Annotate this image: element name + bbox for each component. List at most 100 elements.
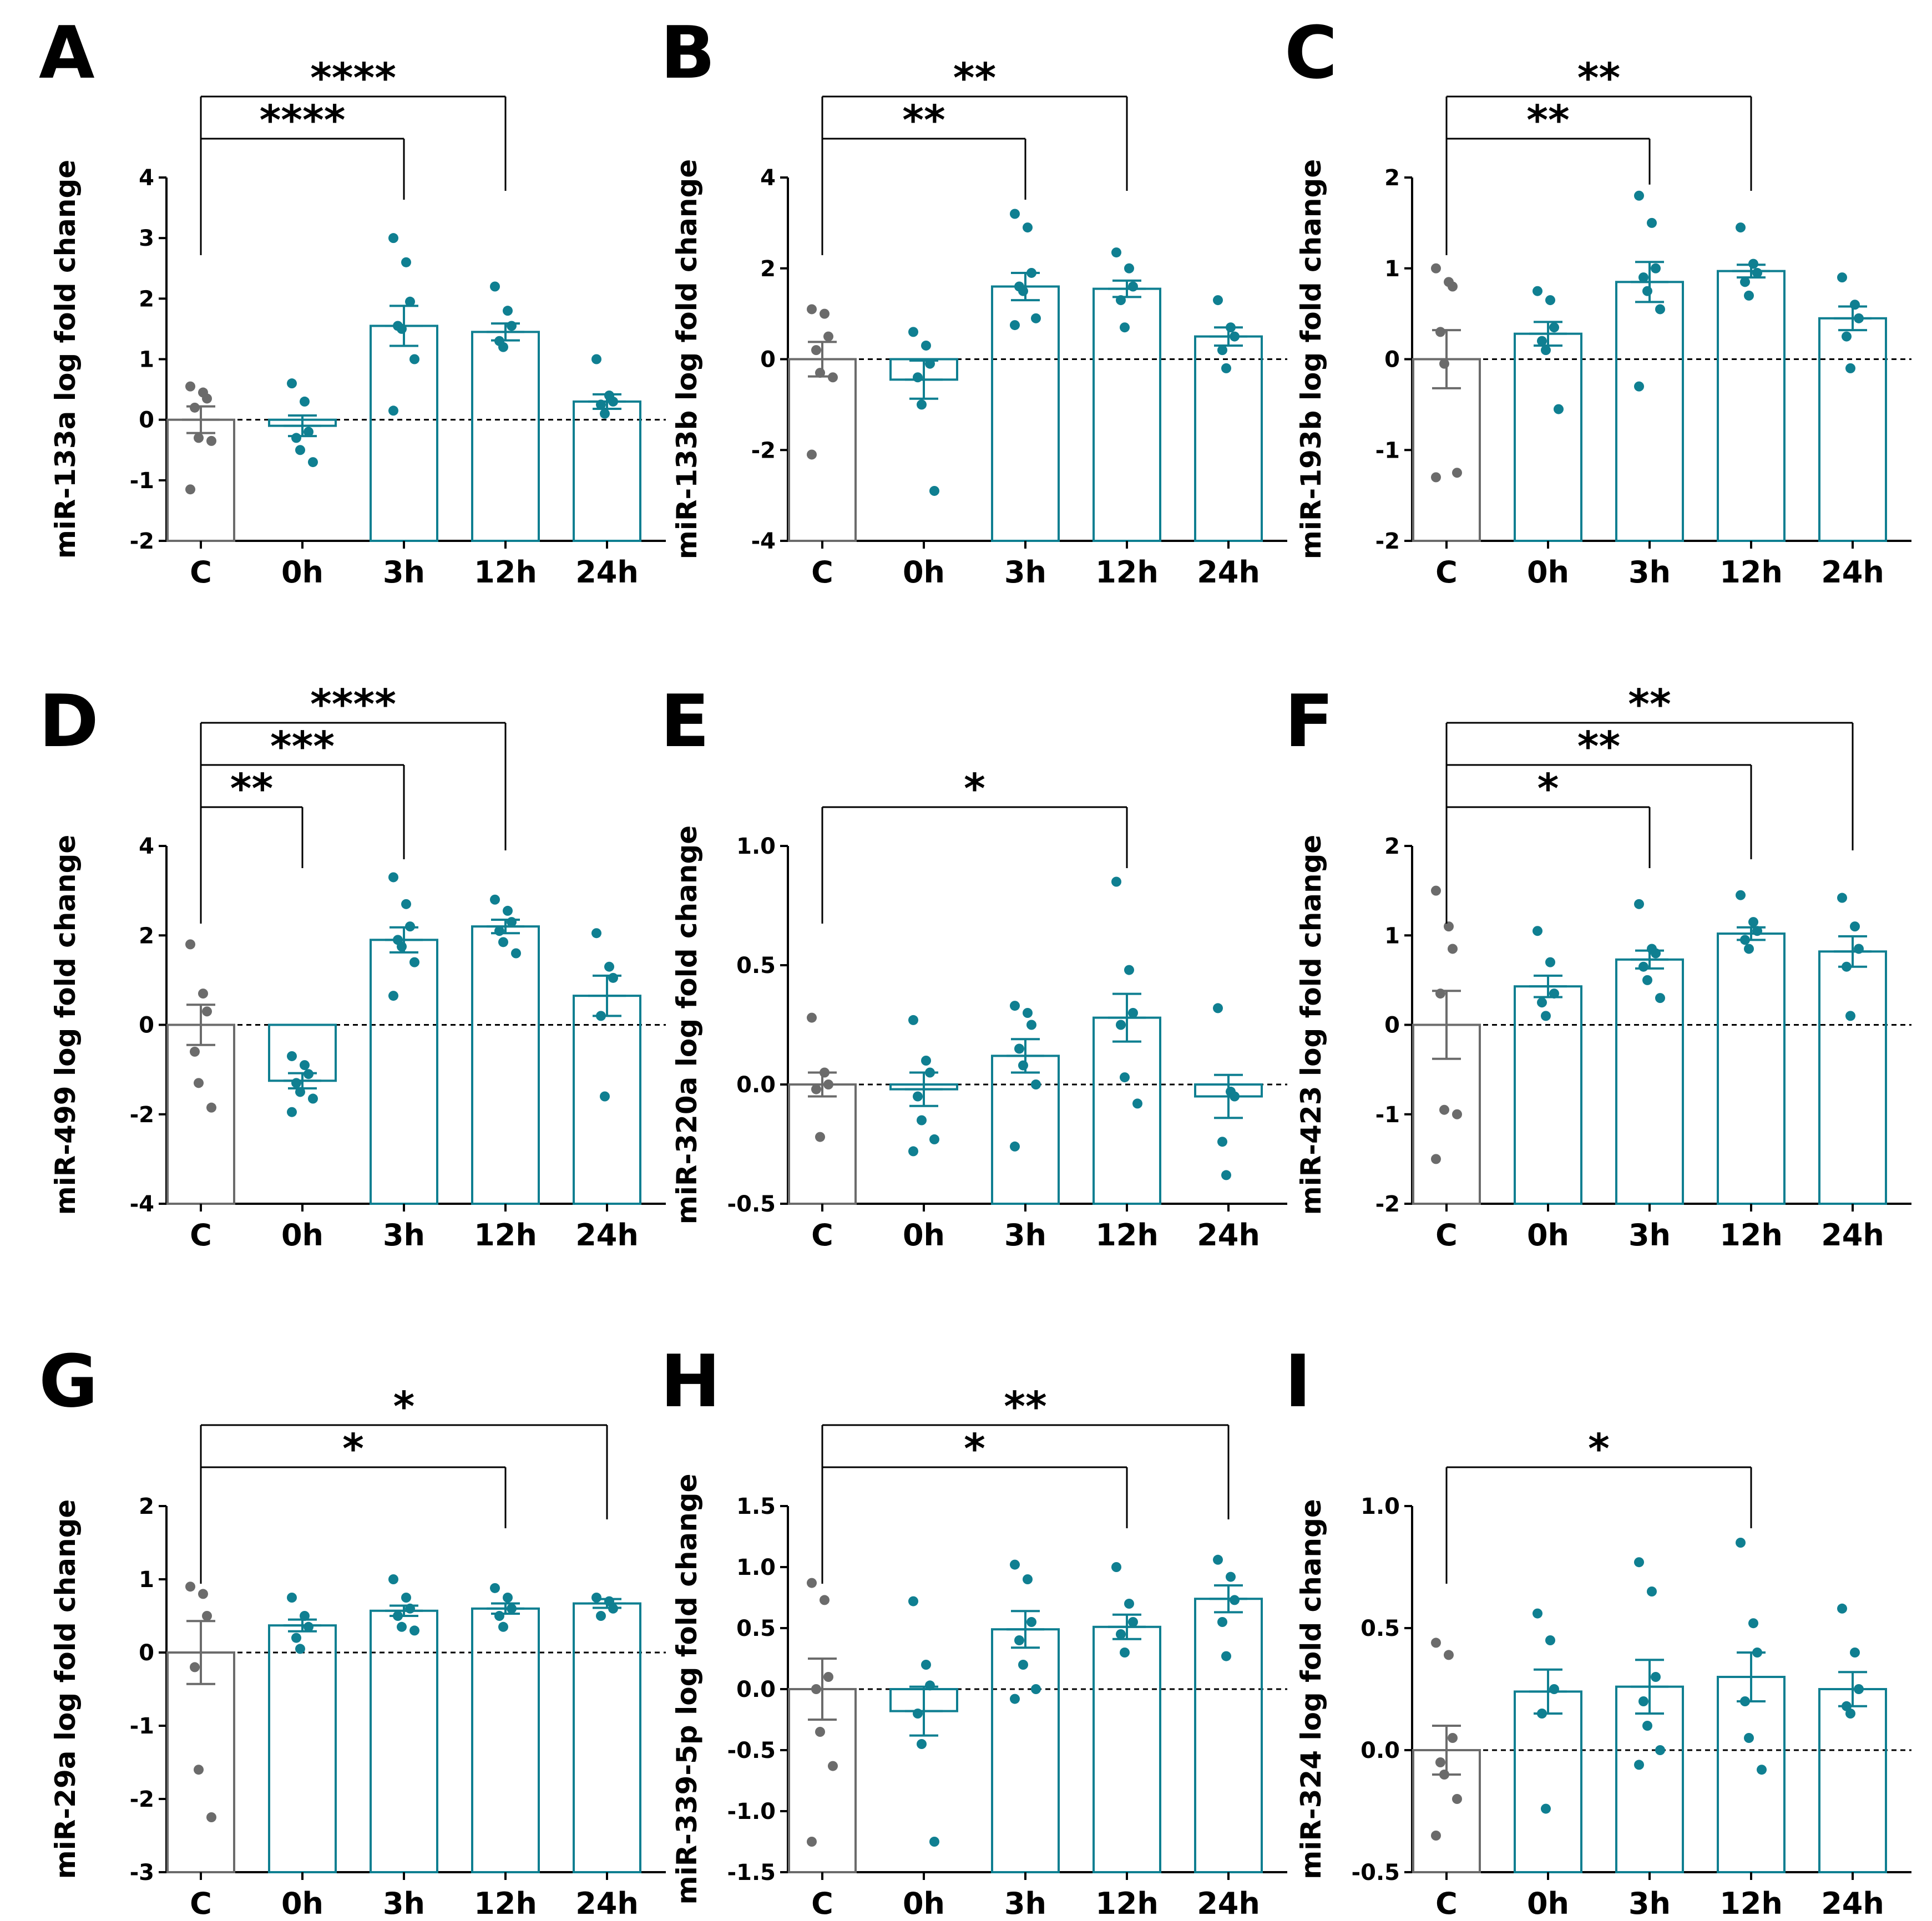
data-point [194,433,204,443]
data-point [591,354,601,364]
bar-12h [471,1607,540,1874]
data-point [1541,1803,1551,1814]
x-tick-label: C [190,555,212,590]
y-tick-label: 1 [139,1567,154,1593]
y-tick-label: 1.0 [1361,1494,1400,1519]
data-point [388,1574,398,1584]
data-point [291,433,301,443]
data-point [1651,1672,1661,1682]
data-point [1431,472,1441,483]
x-tick-label: C [1435,1886,1458,1921]
bar-0h [1514,332,1582,543]
y-tick-label: -1 [1375,438,1400,463]
y-tick-label: 3 [139,226,154,251]
data-point [507,321,517,331]
data-point [596,1611,606,1621]
y-axis-label: miR-193b log fold change [1295,159,1327,559]
data-point [393,1611,403,1621]
x-tick-label: 0h [281,1218,323,1253]
data-point [1845,1709,1855,1719]
data-point [1744,944,1754,954]
data-point [1541,1011,1551,1021]
data-point [185,1582,195,1592]
y-tick-label: 0.5 [736,953,776,979]
data-point [498,937,508,947]
data-point [1230,331,1240,342]
panel-letter: I [1284,1339,1311,1423]
y-tick-label: -4 [751,529,776,554]
data-point [494,926,504,936]
data-point [1431,1638,1441,1648]
y-tick-label: -1.0 [727,1799,776,1824]
bar-3h [1615,281,1684,542]
data-point [1545,1635,1555,1645]
data-point [1533,926,1542,936]
data-point [405,296,415,307]
data-point [1230,1091,1240,1102]
data-point [190,402,200,413]
data-point [1638,272,1648,283]
data-point [1213,1003,1223,1013]
x-tick-label: C [811,555,833,590]
y-tick-label: 1 [139,347,154,373]
data-point [1642,1721,1652,1731]
data-point [1850,1648,1860,1658]
data-point [1752,1648,1762,1658]
data-point [194,1078,204,1088]
data-point [1111,876,1121,887]
x-tick-label: 0h [281,555,323,590]
bar-24h [573,1602,641,1874]
y-tick-label: 0.5 [1361,1616,1400,1641]
data-point [1026,1617,1036,1627]
data-point [1748,917,1758,927]
data-point [815,1132,825,1142]
x-tick-label: C [811,1886,833,1921]
data-point [1023,1574,1033,1584]
data-point [917,1739,927,1749]
data-point [198,1589,208,1599]
data-point [1655,1745,1665,1755]
data-point [1018,1660,1028,1670]
bar-3h [370,1609,438,1873]
x-tick-label: 24h [1821,1886,1884,1921]
x-tick-label: 12h [1719,555,1783,590]
x-tick-label: 12h [1095,1886,1159,1921]
data-point [807,1578,817,1588]
data-point [1634,1557,1644,1568]
x-tick-label: 0h [1527,1218,1569,1253]
data-point [1031,1079,1041,1089]
y-tick-label: -4 [130,1192,154,1217]
data-point [917,1115,927,1126]
data-point [1845,363,1855,373]
data-point [1837,1603,1847,1614]
y-tick-label: 1.0 [736,834,776,859]
data-point [1023,1008,1033,1018]
bar-12h [1093,1016,1161,1205]
y-tick-label: -3 [130,1860,154,1885]
data-point [1026,267,1036,278]
data-point [913,1091,923,1102]
data-point [600,408,610,419]
data-point [908,1146,918,1157]
x-tick-label: 12h [1095,555,1159,590]
data-point [498,1621,508,1632]
bar-24h [1194,1598,1263,1873]
data-point [1014,1635,1024,1645]
data-point [823,1672,833,1682]
data-point [388,406,398,416]
data-point [1736,1538,1746,1548]
y-axis-label: miR-499 log fold change [49,835,82,1215]
data-point [202,393,212,404]
data-point [1010,1694,1020,1704]
data-point [1638,1696,1648,1706]
data-point [388,872,398,883]
data-point [820,1595,830,1605]
data-point [1740,277,1750,287]
y-tick-label: 1 [1384,923,1400,949]
data-point [1018,1060,1028,1071]
data-point [1435,327,1445,337]
data-point [591,928,601,939]
y-tick-label: -2 [751,438,776,463]
